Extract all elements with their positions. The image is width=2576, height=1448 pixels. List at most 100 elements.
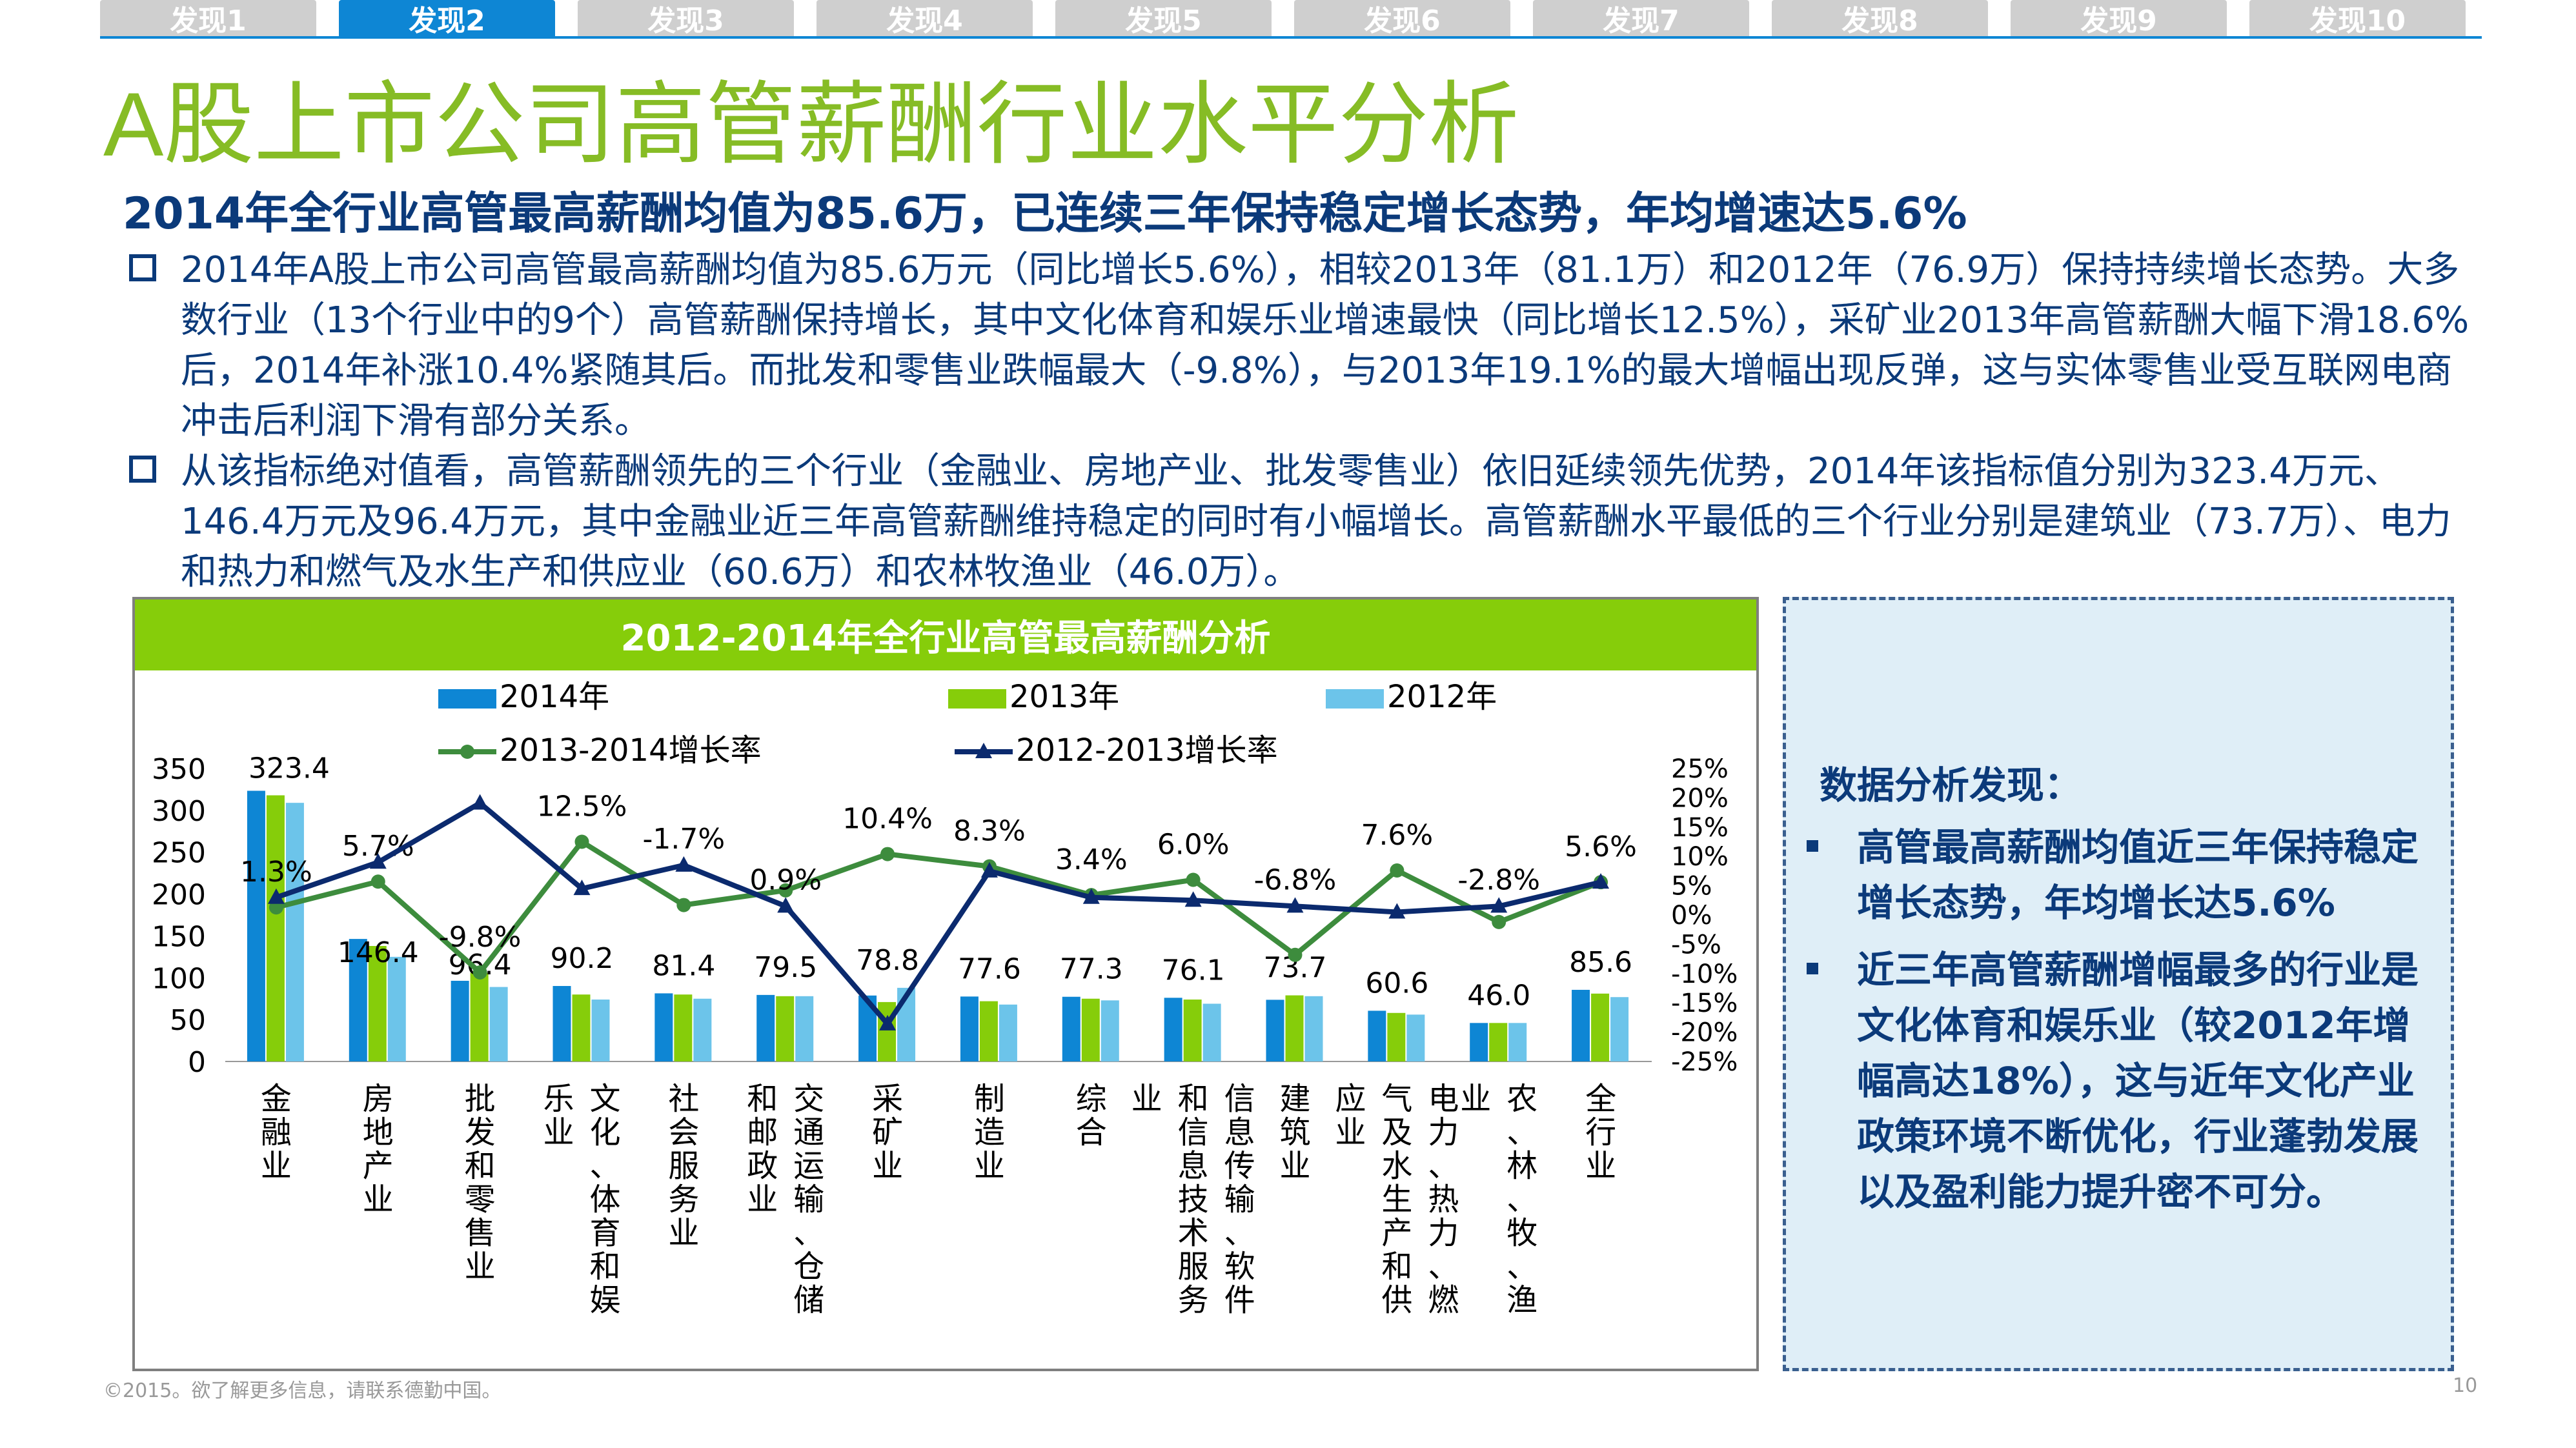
line-marker-triangle [675, 856, 693, 872]
tab-finding-1[interactable]: 发现1 [100, 0, 316, 37]
findings-title: 数据分析发现： [1820, 763, 2082, 807]
bar-value-label: 79.5 [754, 951, 817, 984]
tab-finding-10[interactable]: 发现10 [2249, 0, 2466, 37]
bar-2014年 [247, 790, 265, 1061]
y-left-tick-label: 100 [152, 962, 206, 995]
x-category-label: 应业 [1335, 1081, 1366, 1151]
y-right-tick-label: 5% [1671, 872, 1712, 901]
line-data-label: -1.7% [643, 823, 725, 856]
checkbox-bullet-icon [129, 456, 156, 483]
bar-2013年 [776, 996, 795, 1061]
finding-text: 高管最高薪酬均值近三年保持稳定增长态势，年均增长达5.6% [1857, 825, 2419, 925]
line-marker-triangle [369, 853, 387, 869]
tab-finding-8[interactable]: 发现8 [1772, 0, 1988, 37]
bar-2014年 [1062, 996, 1080, 1061]
y-right-tick-label: -15% [1671, 989, 1738, 1018]
chart-panel: 2012-2014年全行业高管最高薪酬分析 0 50 100 150 200 250 300… [132, 597, 1759, 1371]
bar-2012年 [1406, 1014, 1425, 1061]
y-left-tick-label: 200 [152, 879, 206, 912]
bar-2012年 [999, 1004, 1017, 1061]
x-category-label: 业 [1460, 1081, 1491, 1117]
line-data-label: 3.4% [1055, 843, 1128, 876]
tab-finding-3[interactable]: 发现3 [578, 0, 794, 37]
legend-swatch-2012年 [1326, 689, 1384, 709]
bar-2013年 [1489, 1023, 1508, 1061]
bar-2014年 [960, 996, 979, 1061]
legend-marker-triangle [975, 743, 992, 758]
tab-finding-6[interactable]: 发现6 [1294, 0, 1510, 37]
y-left-tick-label: 50 [170, 1004, 206, 1037]
line-data-label: -9.8% [439, 921, 522, 954]
tab-finding-2[interactable]: 发现2 [339, 0, 555, 37]
paragraph-1: 2014年A股上市公司高管最高薪酬均值为85.6万元（同比增长5.6%），相较2… [129, 245, 2479, 447]
bar-2013年 [1183, 1000, 1202, 1061]
legend-label: 2013年 [1009, 679, 1119, 715]
y-right-tick-label: -25% [1671, 1047, 1738, 1077]
bar-2014年 [553, 985, 571, 1061]
line-marker-triangle [777, 897, 795, 913]
legend-label: 2012-2013增长率 [1016, 732, 1278, 769]
y-right-tick-label: -20% [1671, 1018, 1738, 1048]
bar-value-label: 46.0 [1467, 979, 1530, 1012]
x-category-label: 业 [1131, 1081, 1162, 1117]
x-category-label: 和邮政业 [747, 1081, 778, 1218]
finding-item: 高管最高薪酬均值近三年保持稳定增长态势，年均增长达5.6% [1807, 820, 2425, 930]
line-marker-circle [1492, 914, 1506, 929]
line-marker-triangle [573, 880, 591, 896]
paragraph-2: 从该指标绝对值看，高管薪酬领先的三个行业（金融业、房地产业、批发零售业）依旧延续… [129, 447, 2479, 598]
bar-2013年 [1591, 993, 1610, 1061]
line-marker-circle [472, 965, 487, 980]
legend-label: 2013-2014增长率 [500, 732, 762, 769]
y-left-tick-label: 350 [152, 753, 206, 786]
x-category-label: 批发和零售业 [465, 1081, 496, 1285]
square-bullet-icon [1807, 963, 1818, 974]
bar-2013年 [1081, 998, 1100, 1061]
bar-2012年 [591, 1000, 610, 1061]
legend-label: 2012年 [1387, 679, 1497, 715]
line-2012-2013增长率 [275, 799, 1601, 1029]
bar-2013年 [674, 994, 693, 1061]
line-2013-2014增长率 [275, 838, 1602, 976]
line-data-label: 10.4% [842, 803, 933, 836]
line-marker-triangle [1388, 903, 1406, 919]
bar-value-label: 76.1 [1162, 954, 1225, 987]
bar-2012年 [387, 956, 406, 1061]
line-marker-triangle [471, 794, 489, 810]
findings-panel: 数据分析发现： 高管最高薪酬均值近三年保持稳定增长态势，年均增长达5.6% 近三… [1783, 597, 2454, 1371]
x-category-label: 采矿业 [872, 1081, 903, 1184]
tab-finding-4[interactable]: 发现4 [816, 0, 1033, 37]
x-category-label: 金融业 [261, 1081, 292, 1184]
legend-swatch-2014年 [438, 689, 496, 709]
bar-2014年 [1266, 1000, 1284, 1061]
bar-2012年 [1508, 1023, 1527, 1061]
bar-2012年 [1100, 1000, 1119, 1061]
line-marker-circle [1288, 947, 1303, 962]
bar-value-label: 81.4 [652, 949, 715, 982]
bar-value-label: 90.2 [551, 942, 614, 975]
y-right-tick-label: -10% [1671, 960, 1738, 989]
bar-2012年 [1202, 1003, 1221, 1061]
y-right-tick-label: 0% [1671, 901, 1712, 930]
bar-2013年 [368, 945, 387, 1061]
tab-bar: 发现1 发现2 发现3 发现4 发现5 发现6 发现7 发现8 发现9 发现10 [0, 0, 2576, 39]
footer-copyright: ©2015。欲了解更多信息，请联系德勤中国。 [103, 1380, 502, 1402]
line-marker-triangle [1184, 891, 1202, 907]
tab-finding-7[interactable]: 发现7 [1533, 0, 1749, 37]
y-left-tick-label: 0 [188, 1046, 206, 1079]
y-left-tick-label: 150 [152, 920, 206, 953]
bar-2013年 [979, 1001, 998, 1061]
tab-finding-5[interactable]: 发现5 [1055, 0, 1272, 37]
x-category-label: 乐业 [543, 1081, 574, 1151]
bar-2012年 [1304, 996, 1323, 1061]
bar-2014年 [1470, 1023, 1488, 1061]
line-marker-triangle [1490, 897, 1508, 913]
x-category-label: 房地产业 [363, 1081, 394, 1218]
tab-finding-9[interactable]: 发现9 [2011, 0, 2227, 37]
y-right-tick-label: 15% [1671, 813, 1729, 843]
square-bullet-icon [1807, 840, 1818, 852]
page-title: A股上市公司高管薪酬行业水平分析 [103, 74, 1519, 175]
x-category-label: 信息传输、软件 [1224, 1081, 1255, 1318]
legend-label: 2014年 [500, 679, 609, 715]
x-category-label: 和信息技术服务 [1178, 1081, 1209, 1318]
checkbox-bullet-icon [129, 254, 156, 281]
